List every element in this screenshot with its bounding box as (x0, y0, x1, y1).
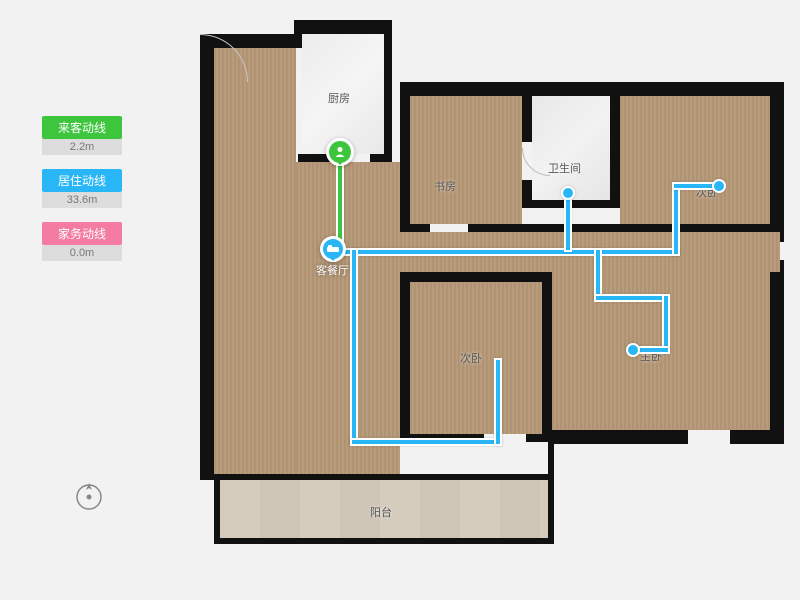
wall (522, 92, 532, 142)
legend-title-guest: 来客动线 (42, 116, 122, 139)
room-bedroom-left (410, 282, 542, 434)
floor-plan: 厨房 书房 卫生间 次卧 客餐厅 次卧 主卧 阳台 .pin[data-name… (170, 20, 790, 580)
room-kitchen (302, 34, 384, 154)
path-living (672, 182, 680, 256)
wall (770, 260, 784, 440)
wall (610, 92, 620, 206)
node-bedroom-top (712, 179, 726, 193)
room-living (296, 162, 400, 474)
legend-item-guest: 来客动线 2.2m (42, 116, 122, 155)
wall (400, 82, 410, 232)
legend-title-chores: 家务动线 (42, 222, 122, 245)
wall (770, 82, 784, 242)
legend-title-living: 居住动线 (42, 169, 122, 192)
wall (400, 272, 410, 442)
node-master (626, 343, 640, 357)
node-bathroom (561, 186, 575, 200)
wall (400, 82, 780, 96)
path-living (662, 294, 670, 352)
wall (370, 154, 392, 162)
wall (294, 20, 390, 34)
room-bedroom-top (620, 96, 770, 224)
legend-item-chores: 家务动线 0.0m (42, 222, 122, 261)
wall (400, 272, 550, 282)
guest-pin-icon (326, 138, 354, 166)
living-pin-icon (320, 236, 346, 262)
wall (400, 224, 430, 232)
wall (294, 20, 302, 48)
wall (384, 20, 392, 160)
room-hall (214, 48, 296, 474)
path-living (340, 248, 680, 256)
wall (214, 538, 554, 544)
wall (542, 272, 552, 440)
wall (468, 224, 784, 232)
path-living (350, 248, 358, 444)
path-living (350, 438, 502, 446)
wall (200, 34, 214, 480)
wall (200, 472, 214, 480)
room-balcony (220, 480, 548, 538)
wall (730, 430, 784, 444)
room-study (410, 96, 522, 224)
legend-panel: 来客动线 2.2m 居住动线 33.6m 家务动线 0.0m (42, 116, 122, 275)
wall (548, 430, 688, 444)
wall (548, 438, 554, 544)
legend-item-living: 居住动线 33.6m (42, 169, 122, 208)
legend-value-guest: 2.2m (42, 139, 122, 155)
compass-icon (72, 480, 106, 514)
path-living (594, 294, 668, 302)
path-living (594, 248, 602, 300)
path-living (494, 358, 502, 446)
legend-value-living: 33.6m (42, 192, 122, 208)
legend-value-chores: 0.0m (42, 245, 122, 261)
